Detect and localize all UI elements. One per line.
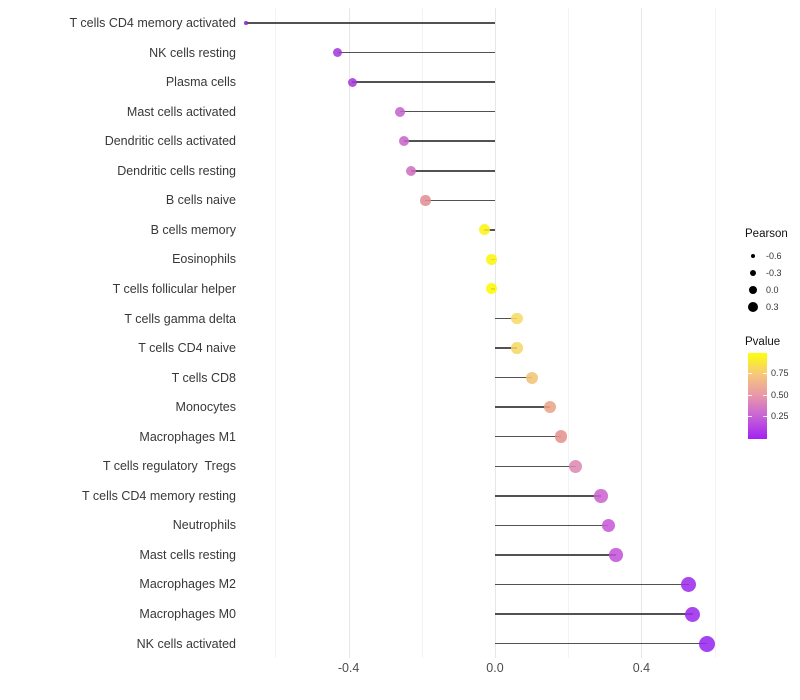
gridline-minor — [421, 8, 423, 658]
gridline-minor — [714, 8, 716, 658]
y-axis-label: NK cells activated — [136, 636, 236, 651]
pvalue-colorbar-tick — [748, 416, 752, 417]
legend-size-label: 0.3 — [766, 302, 779, 312]
lollipop-point — [525, 371, 538, 384]
y-axis-label: T cells gamma delta — [124, 311, 236, 326]
x-axis-tick-label: 0.4 — [632, 661, 651, 675]
y-axis-label: Mast cells resting — [139, 547, 236, 562]
y-axis-label: Mast cells activated — [126, 104, 236, 119]
y-axis-label: Dendritic cells resting — [117, 163, 236, 178]
legend-title-pearson: Pearson — [745, 228, 788, 240]
legend-size-dot — [748, 302, 758, 312]
y-axis-label: Monocytes — [175, 400, 236, 415]
y-axis-label: T cells CD4 memory activated — [69, 16, 237, 30]
pvalue-colorbar — [748, 353, 767, 439]
lollipop-point — [594, 489, 608, 503]
lollipop-point — [685, 606, 701, 622]
y-axis-label: Macrophages M2 — [139, 577, 236, 592]
lollipop-stem — [403, 140, 495, 142]
y-axis-label: Eosinophils — [172, 252, 236, 267]
y-axis-label: NK cells resting — [149, 45, 236, 60]
y-axis-label: Plasma cells — [165, 75, 236, 90]
lollipop-stem — [495, 376, 532, 379]
y-axis-label: B cells memory — [150, 222, 236, 237]
lollipop-point — [511, 342, 523, 354]
lollipop-point — [601, 518, 616, 533]
lollipop-stem — [495, 406, 550, 408]
lollipop-stem — [495, 524, 609, 527]
legend-size-dot — [750, 253, 756, 259]
lollipop-point — [398, 136, 409, 147]
pvalue-colorbar-tick-label: 0.25 — [771, 411, 789, 421]
legend-title-pvalue: Pvalue — [745, 336, 781, 348]
lollipop-point — [485, 253, 497, 265]
gridline-major — [641, 8, 643, 658]
lollipop-stem — [495, 347, 517, 349]
pvalue-colorbar-tick-label: 0.75 — [771, 368, 789, 378]
lollipop-point — [511, 312, 523, 325]
y-axis-label: T cells regulatory Tregs — [102, 459, 236, 474]
y-axis-label: Macrophages M0 — [139, 607, 236, 621]
y-axis-label: Neutrophils — [172, 518, 236, 533]
lollipop-point — [543, 400, 557, 414]
lollipop-point — [569, 459, 583, 473]
lollipop-point — [681, 576, 697, 592]
lollipop-point — [554, 430, 568, 443]
y-axis-label: T cells CD4 memory resting — [82, 488, 236, 503]
lollipop-stem — [399, 110, 495, 113]
lollipop-point — [333, 48, 343, 58]
lollipop-point — [405, 165, 416, 176]
lollipop-point — [609, 548, 623, 562]
lollipop-stem — [410, 170, 495, 172]
lollipop-stem — [337, 51, 495, 54]
lollipop-point — [394, 106, 405, 117]
y-axis-label: T cells follicular helper — [112, 281, 236, 296]
y-axis-label: Dendritic cells activated — [104, 134, 236, 149]
lollipop-point — [420, 195, 431, 206]
lollipop-stem — [495, 554, 616, 556]
lollipop-stem — [495, 583, 689, 586]
lollipop-stem — [495, 495, 602, 497]
x-axis-tick-label: -0.4 — [337, 661, 360, 675]
lollipop-stem — [495, 435, 561, 438]
y-axis-label: B cells naive — [165, 193, 236, 208]
y-axis-label: T cells CD8 — [171, 370, 236, 385]
lollipop-point — [485, 283, 497, 295]
lollipop-point — [478, 224, 490, 236]
gridline-minor — [275, 8, 277, 658]
legend-size-label: -0.6 — [766, 251, 782, 261]
gridline-minor — [568, 8, 570, 658]
pvalue-colorbar-tick — [748, 373, 752, 374]
lollipop-point — [244, 21, 248, 25]
lollipop-stem — [495, 642, 708, 645]
legend-size-dot — [748, 285, 758, 295]
lollipop-stem — [246, 22, 495, 24]
pvalue-colorbar-tick — [748, 395, 752, 396]
gridline-major — [348, 8, 350, 658]
lollipop-point — [699, 635, 716, 652]
x-axis-tick-label: 0.0 — [486, 661, 504, 675]
lollipop-stem — [352, 81, 495, 83]
pvalue-colorbar-tick-label: 0.50 — [771, 390, 789, 400]
y-axis-label: T cells CD4 naive — [138, 341, 236, 356]
legend-size-dot — [749, 269, 757, 277]
lollipop-stem — [495, 613, 693, 615]
pvalue-colorbar-tick — [763, 416, 767, 417]
pvalue-colorbar-tick — [763, 373, 767, 374]
legend-size-label: -0.3 — [766, 268, 782, 278]
y-axis-label: Macrophages M1 — [139, 429, 236, 444]
legend-size-label: 0.0 — [766, 285, 779, 295]
pvalue-colorbar-tick — [763, 395, 767, 396]
lollipop-stem — [495, 465, 576, 467]
lollipop-stem — [425, 199, 495, 202]
gridline-major — [495, 8, 496, 658]
lollipop-point — [347, 77, 357, 87]
lollipop-stem — [495, 317, 517, 320]
